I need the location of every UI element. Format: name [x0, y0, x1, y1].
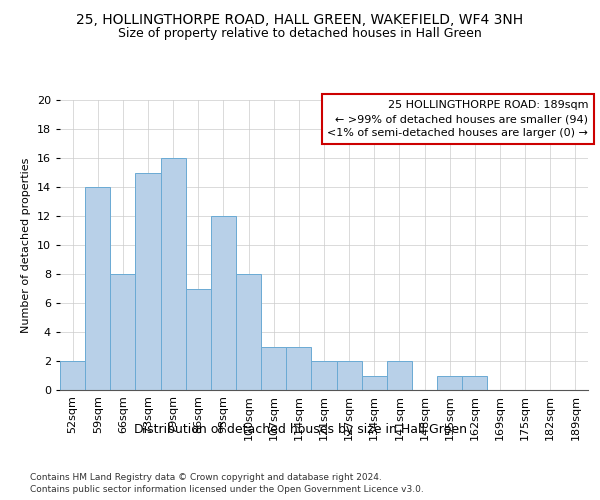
Bar — [136, 172, 161, 390]
Bar — [362, 376, 387, 390]
Bar — [60, 361, 85, 390]
Text: 25 HOLLINGTHORPE ROAD: 189sqm
← >99% of detached houses are smaller (94)
<1% of : 25 HOLLINGTHORPE ROAD: 189sqm ← >99% of … — [327, 100, 588, 138]
Text: Distribution of detached houses by size in Hall Green: Distribution of detached houses by size … — [133, 422, 467, 436]
Bar — [462, 376, 487, 390]
Text: Contains HM Land Registry data © Crown copyright and database right 2024.: Contains HM Land Registry data © Crown c… — [30, 472, 382, 482]
Bar — [387, 361, 412, 390]
Bar — [261, 346, 286, 390]
Text: 25, HOLLINGTHORPE ROAD, HALL GREEN, WAKEFIELD, WF4 3NH: 25, HOLLINGTHORPE ROAD, HALL GREEN, WAKE… — [76, 12, 524, 26]
Y-axis label: Number of detached properties: Number of detached properties — [21, 158, 31, 332]
Text: Size of property relative to detached houses in Hall Green: Size of property relative to detached ho… — [118, 28, 482, 40]
Bar — [85, 187, 110, 390]
Bar — [186, 288, 211, 390]
Bar — [437, 376, 462, 390]
Bar — [286, 346, 311, 390]
Bar — [236, 274, 261, 390]
Bar — [337, 361, 362, 390]
Bar — [311, 361, 337, 390]
Text: Contains public sector information licensed under the Open Government Licence v3: Contains public sector information licen… — [30, 485, 424, 494]
Bar — [161, 158, 186, 390]
Bar — [110, 274, 136, 390]
Bar — [211, 216, 236, 390]
